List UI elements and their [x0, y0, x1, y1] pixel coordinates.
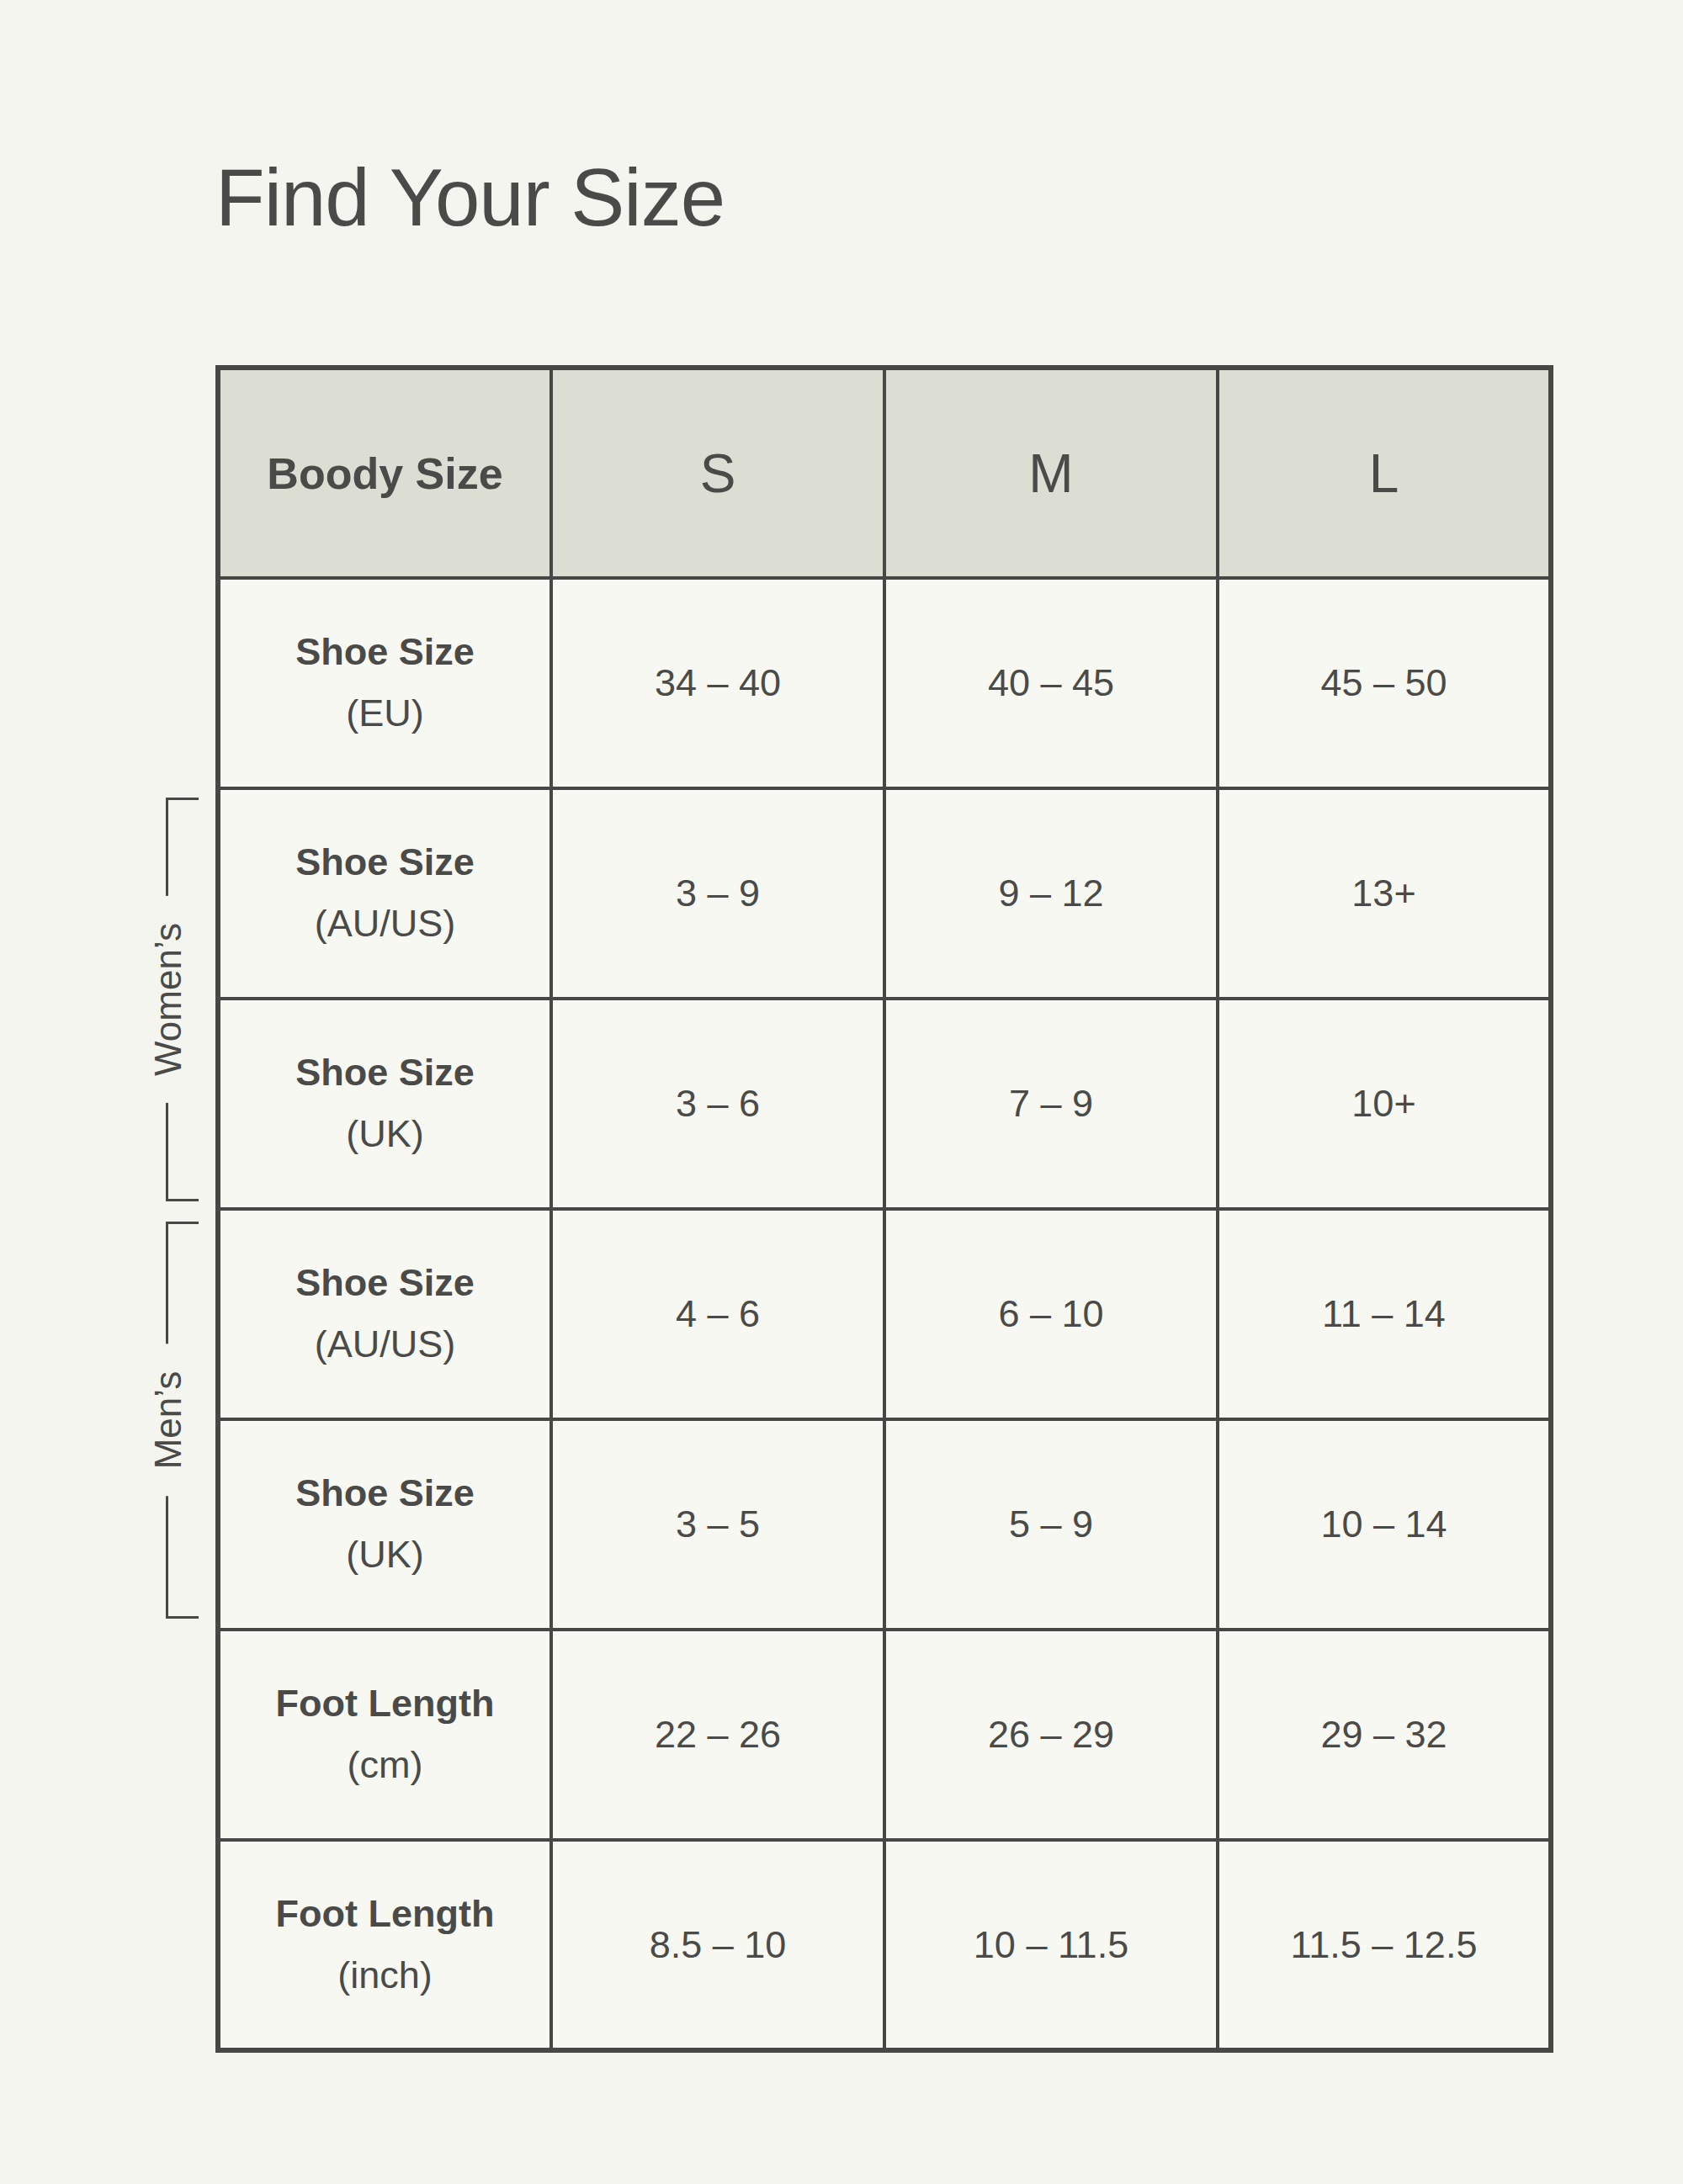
cell-value: 45 – 50: [1320, 661, 1447, 704]
mens-group-label: Men’s: [144, 1344, 192, 1497]
cell-value: 5 – 9: [1009, 1503, 1093, 1545]
cell-value: 10 – 14: [1320, 1503, 1447, 1545]
value-cell-s: 22 – 26: [551, 1630, 884, 1840]
cell-value: 7 – 9: [1009, 1082, 1093, 1125]
row-label: Shoe Size: [220, 1253, 549, 1314]
table-row-foot-length-inch: Foot Length (inch) 8.5 – 10 10 – 11.5 11…: [218, 1840, 1551, 2050]
value-cell-m: 9 – 12: [884, 788, 1218, 999]
header-row: Boody Size S M L: [218, 368, 1551, 578]
row-unit: (AU/US): [220, 893, 549, 955]
value-cell-s: 3 – 5: [551, 1419, 884, 1630]
row-label: Shoe Size: [220, 1463, 549, 1524]
value-cell-l: 29 – 32: [1218, 1630, 1551, 1840]
value-cell-l: 10+: [1218, 999, 1551, 1209]
header-cell-size-s: S: [551, 368, 884, 578]
value-cell-s: 4 – 6: [551, 1209, 884, 1419]
row-label: Foot Length: [220, 1673, 549, 1735]
row-unit: (AU/US): [220, 1314, 549, 1376]
size-chart-table: Boody Size S M L Shoe Size (EU) 34 –: [215, 365, 1553, 2053]
cell-value: 22 – 26: [655, 1713, 781, 1756]
value-cell-s: 3 – 9: [551, 788, 884, 999]
row-unit: (cm): [220, 1735, 549, 1796]
cell-value: 40 – 45: [988, 661, 1114, 704]
mens-group-bracket: Men’s: [166, 1222, 199, 1619]
value-cell-m: 40 – 45: [884, 578, 1218, 788]
size-table-body: Shoe Size (EU) 34 – 40 40 – 45 45 – 50 S…: [218, 578, 1551, 2050]
value-cell-l: 11.5 – 12.5: [1218, 1840, 1551, 2050]
value-cell-m: 5 – 9: [884, 1419, 1218, 1630]
cell-value: 13+: [1351, 872, 1415, 914]
value-cell-l: 13+: [1218, 788, 1551, 999]
table-row-foot-length-cm: Foot Length (cm) 22 – 26 26 – 29 29 – 32: [218, 1630, 1551, 1840]
size-table-header: Boody Size S M L: [218, 368, 1551, 578]
cell-value: 11.5 – 12.5: [1291, 1923, 1478, 1966]
row-unit: (EU): [220, 683, 549, 745]
value-cell-l: 10 – 14: [1218, 1419, 1551, 1630]
value-cell-l: 11 – 14: [1218, 1209, 1551, 1419]
value-cell-m: 26 – 29: [884, 1630, 1218, 1840]
row-header-cell: Foot Length (cm): [218, 1630, 551, 1840]
womens-group-label: Women’s: [144, 896, 192, 1103]
table-row-shoe-size-auus-mens: Shoe Size (AU/US) 4 – 6 6 – 10 11 – 14: [218, 1209, 1551, 1419]
row-header-cell: Shoe Size (AU/US): [218, 788, 551, 999]
cell-value: 6 – 10: [998, 1292, 1103, 1335]
size-s-label: S: [700, 443, 736, 504]
cell-value: 10 – 11.5: [974, 1923, 1128, 1966]
row-label: Foot Length: [220, 1884, 549, 1945]
row-label: Shoe Size: [220, 1042, 549, 1104]
row-label: Shoe Size: [220, 832, 549, 893]
cell-value: 11 – 14: [1322, 1292, 1446, 1335]
value-cell-s: 34 – 40: [551, 578, 884, 788]
row-unit: (UK): [220, 1524, 549, 1586]
cell-value: 3 – 6: [676, 1082, 760, 1125]
size-l-label: L: [1369, 443, 1399, 504]
row-header-cell: Shoe Size (EU): [218, 578, 551, 788]
row-header-cell: Shoe Size (UK): [218, 1419, 551, 1630]
cell-value: 10+: [1351, 1082, 1415, 1125]
size-m-label: M: [1028, 443, 1073, 504]
page-title: Find Your Size: [215, 153, 725, 242]
row-unit: (UK): [220, 1104, 549, 1165]
value-cell-s: 3 – 6: [551, 999, 884, 1209]
table-row-shoe-size-eu: Shoe Size (EU) 34 – 40 40 – 45 45 – 50: [218, 578, 1551, 788]
value-cell-l: 45 – 50: [1218, 578, 1551, 788]
header-cell-size-m: M: [884, 368, 1218, 578]
value-cell-m: 10 – 11.5: [884, 1840, 1218, 2050]
cell-value: 9 – 12: [998, 872, 1103, 914]
value-cell-m: 7 – 9: [884, 999, 1218, 1209]
value-cell-m: 6 – 10: [884, 1209, 1218, 1419]
header-boody-size-label: Boody Size: [267, 449, 502, 498]
row-label: Shoe Size: [220, 622, 549, 683]
size-guide-page: Find Your Size Women’s Men’s Boody Size …: [0, 0, 1683, 2184]
row-header-cell: Shoe Size (UK): [218, 999, 551, 1209]
table-row-shoe-size-uk-mens: Shoe Size (UK) 3 – 5 5 – 9 10 – 14: [218, 1419, 1551, 1630]
table-row-shoe-size-auus-womens: Shoe Size (AU/US) 3 – 9 9 – 12 13+: [218, 788, 1551, 999]
cell-value: 34 – 40: [655, 661, 781, 704]
row-header-cell: Foot Length (inch): [218, 1840, 551, 2050]
womens-group-bracket: Women’s: [166, 798, 199, 1201]
cell-value: 26 – 29: [988, 1713, 1114, 1756]
value-cell-s: 8.5 – 10: [551, 1840, 884, 2050]
cell-value: 3 – 9: [676, 872, 760, 914]
row-header-cell: Shoe Size (AU/US): [218, 1209, 551, 1419]
cell-value: 3 – 5: [676, 1503, 760, 1545]
cell-value: 29 – 32: [1320, 1713, 1447, 1756]
row-unit: (inch): [220, 1945, 549, 2006]
header-cell-boody-size: Boody Size: [218, 368, 551, 578]
header-cell-size-l: L: [1218, 368, 1551, 578]
cell-value: 4 – 6: [676, 1292, 760, 1335]
cell-value: 8.5 – 10: [650, 1923, 787, 1966]
table-row-shoe-size-uk-womens: Shoe Size (UK) 3 – 6 7 – 9 10+: [218, 999, 1551, 1209]
